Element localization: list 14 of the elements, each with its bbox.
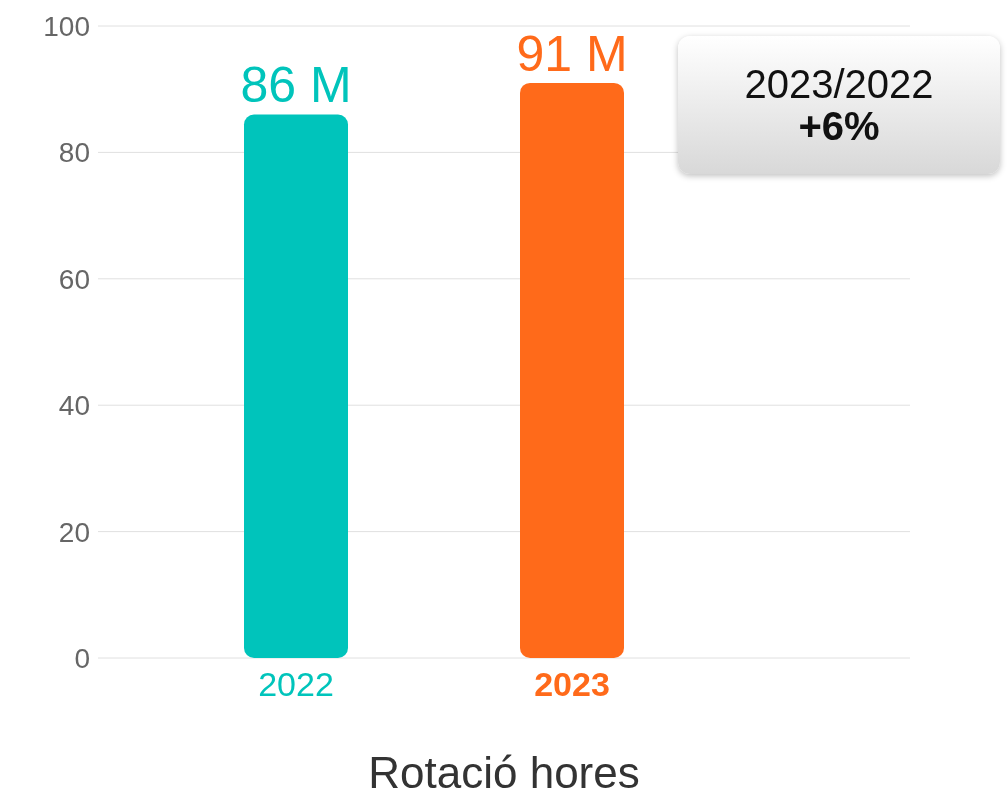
y-tick-label: 20 — [58, 516, 90, 548]
x-tick-label: 2022 — [258, 665, 334, 703]
y-tick-label: 100 — [43, 10, 90, 42]
data-label: 86 M — [240, 57, 352, 114]
annotation: 2023/2022 — [744, 62, 934, 106]
callout-box: 2023/2022 +6% — [678, 36, 1000, 174]
y-tick-label: 0 — [74, 642, 90, 674]
data-label: 91 M — [516, 25, 628, 82]
y-tick-label: 60 — [58, 263, 90, 295]
y-tick-label: 80 — [58, 137, 90, 169]
x-axis-title: Rotació hores — [368, 748, 640, 797]
y-tick-label: 40 — [58, 390, 90, 422]
x-tick-label: 2023 — [534, 665, 610, 703]
annotation: +6% — [798, 104, 880, 148]
